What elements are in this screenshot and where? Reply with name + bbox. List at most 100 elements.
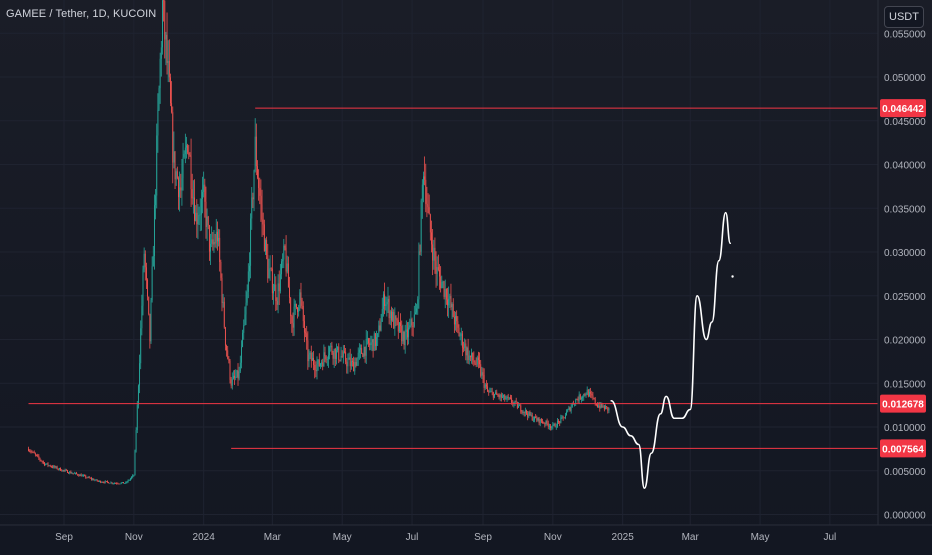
candle-body xyxy=(44,462,45,466)
candle-body xyxy=(447,299,448,306)
currency-button[interactable]: USDT xyxy=(884,6,924,28)
candle-body xyxy=(376,337,377,346)
candle-body xyxy=(322,362,324,367)
candle-body xyxy=(220,261,222,278)
candle-body xyxy=(369,343,371,346)
candle-body xyxy=(277,283,279,305)
candle-body xyxy=(310,352,312,361)
horizontal-levels[interactable] xyxy=(28,107,878,449)
candle-body xyxy=(368,338,369,344)
candle-body xyxy=(428,207,430,215)
candle-body xyxy=(508,397,510,399)
candle-body xyxy=(344,351,345,353)
candle-body xyxy=(231,378,233,386)
candle-body xyxy=(355,362,357,366)
candle-body xyxy=(482,372,484,375)
projection-path[interactable] xyxy=(610,211,732,490)
candle-body xyxy=(315,369,317,372)
candle-body xyxy=(334,348,336,359)
candle-body xyxy=(299,292,301,308)
candle-body xyxy=(123,482,124,484)
candle-body xyxy=(434,247,436,262)
candle-body xyxy=(364,346,366,356)
price-axis[interactable]: 0.055000 0.050000 0.045000 0.040000 0.035000… xyxy=(884,29,926,521)
candle-body xyxy=(535,416,537,419)
candle-body xyxy=(88,476,90,478)
candle-body xyxy=(267,255,269,279)
candle-body xyxy=(511,398,513,403)
candle-body xyxy=(431,232,432,245)
candle-body xyxy=(57,468,59,470)
candle-body xyxy=(153,205,155,257)
candle-body xyxy=(252,197,254,200)
candle-body xyxy=(273,291,274,294)
candle-body xyxy=(452,304,454,317)
candle-body xyxy=(226,345,228,351)
time-axis[interactable]: Sep Nov 2024 Mar May Jul Sep Nov 2025 Mar May Jul xyxy=(55,532,836,543)
candle-body xyxy=(479,360,481,365)
candle-body xyxy=(544,423,546,425)
candle-body xyxy=(239,362,241,372)
candle-body xyxy=(131,477,132,479)
candle-body xyxy=(441,282,443,289)
candle-body xyxy=(132,475,134,478)
candle-body xyxy=(547,423,549,427)
candle-body xyxy=(33,451,35,454)
candle-body xyxy=(480,364,482,376)
candle-body xyxy=(49,465,51,467)
candle-body xyxy=(266,240,268,256)
candle-body xyxy=(605,406,606,410)
candle-body xyxy=(285,247,287,272)
candle-body xyxy=(490,391,492,393)
candle-body xyxy=(606,406,608,408)
candle-body xyxy=(568,407,570,410)
candle-body xyxy=(307,340,309,362)
candle-body xyxy=(80,474,82,477)
candle-body xyxy=(510,397,511,399)
candle-body xyxy=(382,294,384,310)
candle-body xyxy=(585,394,587,396)
candle-body xyxy=(268,269,270,279)
candle-body xyxy=(578,394,580,401)
candle-body xyxy=(142,269,144,306)
candle-body xyxy=(582,397,584,399)
candle-body xyxy=(210,243,211,252)
candle-body xyxy=(545,420,547,425)
price-label-badge xyxy=(880,394,926,413)
candle-body xyxy=(213,242,215,245)
candle-body xyxy=(199,214,201,216)
candle-body xyxy=(250,218,252,266)
candle-body xyxy=(352,361,353,363)
candle-body xyxy=(345,352,347,362)
candle-body xyxy=(109,483,111,485)
price-labels: 0.046442 0.012678 0.007564 xyxy=(880,99,926,458)
candle-body xyxy=(234,375,236,378)
time-tick-label: Jul xyxy=(406,532,419,543)
candle-body xyxy=(136,404,138,430)
candle-body xyxy=(314,364,316,370)
candle-body xyxy=(85,475,87,478)
candle-body xyxy=(255,136,257,167)
candle-body xyxy=(530,414,532,416)
candle-body xyxy=(164,0,166,40)
candle-body xyxy=(514,401,516,403)
candle-body xyxy=(357,352,359,359)
candle-body xyxy=(443,281,445,297)
candle-body xyxy=(265,240,266,252)
candle-body xyxy=(302,305,304,322)
candle-body xyxy=(393,312,395,329)
candle-body xyxy=(402,331,404,342)
candle-body xyxy=(269,268,271,270)
candle-body xyxy=(380,321,382,331)
candle-body xyxy=(436,267,438,274)
time-tick-label: May xyxy=(751,532,770,543)
price-tick-label: 0.045000 xyxy=(884,117,926,128)
projection-drawing[interactable] xyxy=(610,211,734,490)
candle-body xyxy=(598,405,600,408)
candle-body xyxy=(291,316,293,324)
candle-body xyxy=(483,374,485,388)
candle-body xyxy=(69,471,71,474)
candle-body xyxy=(244,314,246,326)
